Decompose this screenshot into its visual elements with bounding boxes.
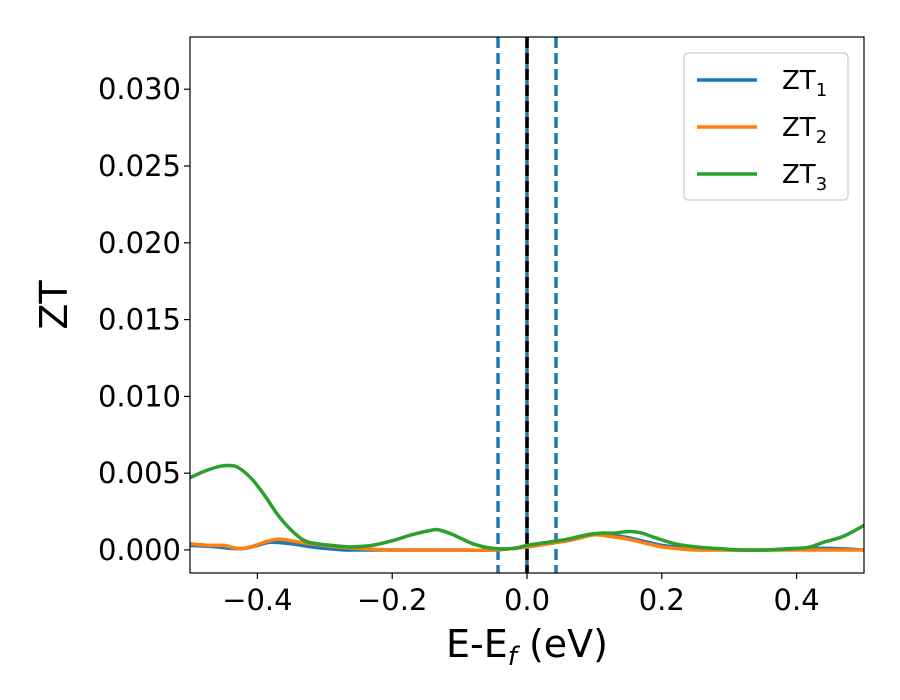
x-tick-label: −0.4 [222, 583, 292, 617]
y-tick-label: 0.030 [98, 72, 181, 106]
y-tick-label: 0.020 [98, 226, 181, 260]
y-tick-label: 0.010 [98, 379, 181, 413]
x-tick-label: −0.2 [357, 583, 427, 617]
y-tick-label: 0.000 [98, 533, 181, 567]
y-tick-label: 0.015 [98, 303, 181, 337]
legend-label-zt3: ZT3 [782, 160, 827, 195]
x-tick-label: 0.2 [639, 583, 685, 617]
legend-box [683, 52, 849, 201]
series-line-zt3 [190, 463, 864, 552]
legend-label-zt2: ZT2 [782, 113, 827, 148]
x-tick-label: 0.4 [774, 583, 820, 617]
x-tick-label: 0.0 [504, 583, 550, 617]
y-axis-title: ZT [32, 280, 76, 330]
x-axis-title: E-Ef (eV) [446, 622, 608, 672]
legend-label-zt1: ZT1 [782, 66, 827, 101]
legend: ZT1 ZT2 ZT3 [683, 52, 849, 201]
y-tick-label: 0.005 [98, 456, 181, 490]
y-tick-label: 0.025 [98, 149, 181, 183]
